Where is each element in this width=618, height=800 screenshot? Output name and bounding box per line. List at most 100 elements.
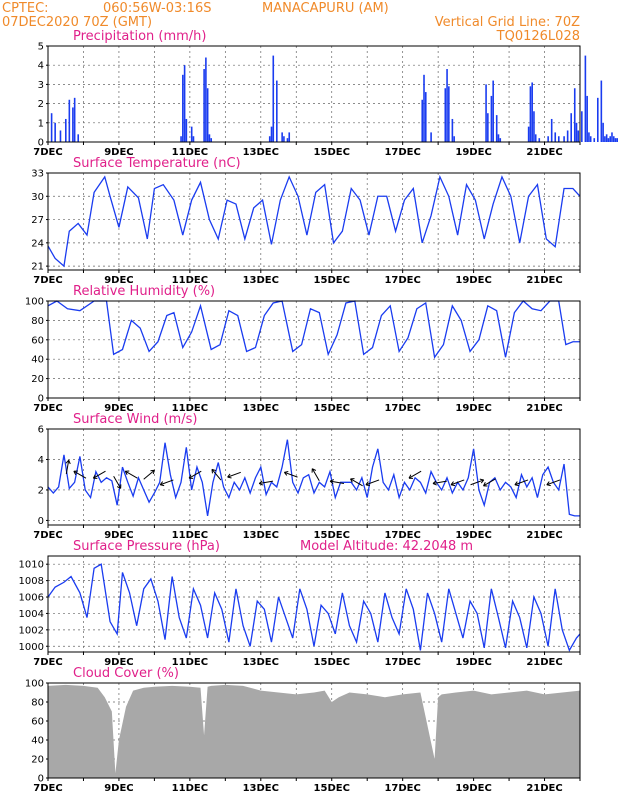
wind-arrow-shaft [211, 469, 222, 481]
temperature-line [47, 174, 581, 268]
wind-line [47, 439, 580, 517]
wind-arrow-shaft [65, 460, 70, 475]
wind-vector-arrow [483, 478, 496, 487]
wind-arrow-head [188, 474, 192, 479]
wind-arrow-head [312, 468, 317, 471]
precipitation-bar [446, 69, 448, 142]
wind-arrow-head [68, 460, 71, 465]
precipitation-bar [497, 134, 500, 142]
wind-arrow-shaft [73, 470, 87, 479]
precipitation-bar [444, 88, 447, 142]
wind-vector-arrow [311, 468, 320, 482]
wind-xtick-label: 11DEC [172, 530, 208, 541]
wind-arrow-shaft [113, 476, 122, 489]
pressure-line [47, 563, 581, 652]
cloud-cover-xtick-label: 15DEC [314, 783, 350, 794]
precipitation-bar [205, 57, 207, 142]
wind-arrow-head [259, 483, 264, 486]
precipitation-bar [421, 99, 424, 142]
precipitation-bar [596, 97, 599, 142]
wind-vector-arrow [408, 470, 422, 479]
precipitation-bar [547, 136, 549, 142]
pressure-xtick-label: 15DEC [314, 657, 350, 668]
precipitation-bar [527, 126, 530, 142]
precipitation-bar [206, 88, 209, 142]
header-coordinates: 060:56W-03:16S [103, 1, 211, 16]
precipitation-bar [288, 132, 291, 142]
pressure-ytick-label: 1006 [19, 593, 44, 604]
wind-xtick-label: 15DEC [314, 530, 350, 541]
temperature-ytick-label: 33 [31, 169, 44, 180]
cloud-cover-xtick-label: 11DEC [172, 783, 208, 794]
precipitation-bar [611, 132, 613, 142]
humidity-line [47, 300, 580, 359]
wind-vector-arrow [113, 476, 122, 489]
wind-arrow-head [116, 486, 121, 489]
precipitation-bar [286, 138, 289, 142]
humidity-xtick-label: 21DEC [526, 403, 562, 414]
wind-vector-arrow [211, 468, 222, 481]
temperature-xtick-label: 17DEC [384, 275, 420, 286]
cloud-cover-ytick-label: 20 [31, 755, 44, 766]
wind-arrow-head [283, 472, 288, 476]
precipitation-bar [64, 118, 67, 142]
wind-xtick-label: 17DEC [384, 530, 420, 541]
wind-arrow-shaft [93, 470, 106, 479]
wind-arrow-head [211, 469, 213, 474]
wind-arrow-head [514, 484, 519, 487]
wind-arrow-head [450, 481, 454, 486]
wind-arrow-shaft [160, 479, 174, 486]
precipitation-ytick-label: 0 [38, 138, 44, 149]
wind-arrow-head [159, 481, 164, 486]
temperature-ytick-label: 24 [31, 238, 44, 249]
humidity-xtick-label: 11DEC [172, 403, 208, 414]
precipitation-bar [593, 138, 596, 142]
cloud-cover-panel: 0 20 40 60 80 100 7DEC 9DEC 11DEC 13DEC 15DEC 17DEC… [25, 679, 581, 794]
humidity-ytick-label: 40 [31, 355, 44, 366]
wind-panel: 0 2 4 6 7DEC 9DEC 11DEC 13DEC 15DEC 17DEC 19DEC 21D… [33, 425, 581, 541]
precipitation-bar [423, 74, 425, 142]
precipitation-bar [602, 122, 604, 142]
pressure-ytick-label: 1000 [19, 642, 44, 653]
precipitation-xtick-label: 7DEC [33, 147, 62, 158]
precipitation-bar [550, 118, 553, 142]
wind-ytick-label: 6 [38, 425, 44, 436]
cloud-cover-xtick-label: 13DEC [243, 783, 279, 794]
wind-arrow-shaft [365, 479, 380, 486]
precipitation-bar [586, 95, 588, 142]
wind-ytick-label: 4 [38, 455, 44, 466]
precipitation-bar [210, 138, 213, 142]
precipitation-bar [614, 138, 617, 142]
wind-vector-arrow [258, 480, 274, 486]
precipitation-bar [50, 113, 53, 142]
wind-arrow-head [365, 484, 370, 487]
cloud-cover-ytick-label: 60 [31, 717, 44, 728]
humidity-xtick-label: 19DEC [455, 403, 491, 414]
wind-xtick-label: 13DEC [243, 530, 279, 541]
wind-vector-arrow [92, 470, 106, 479]
wind-arrow-head [483, 482, 486, 487]
wind-arrow-head [73, 470, 77, 475]
cloud-cover-title: Cloud Cover (%) [73, 666, 179, 681]
precipitation-bar [453, 136, 455, 142]
wind-vector-arrow [159, 479, 174, 487]
cloud-cover-ytick-label: 80 [31, 698, 44, 709]
humidity-xtick-label: 7DEC [33, 403, 62, 414]
precipitation-bar [492, 80, 494, 142]
precipitation-bar [605, 134, 608, 142]
precipitation-bar [485, 84, 487, 142]
temperature-panel: 21 24 27 30 33 7DEC 9DEC 11DEC 13DEC 15DEC 17DEC 19… [31, 169, 581, 286]
wind-arrow-shaft [350, 478, 363, 487]
humidity-ytick-label: 20 [31, 374, 44, 385]
humidity-ytick-label: 80 [31, 316, 44, 327]
precipitation-bar [554, 132, 557, 142]
wind-vector-arrow [124, 470, 138, 479]
wind-vector-arrow [188, 470, 202, 479]
wind-vector-arrow [143, 469, 155, 480]
wind-xtick-label: 21DEC [526, 530, 562, 541]
wind-vector-arrow [329, 479, 345, 485]
precipitation-ytick-label: 2 [38, 99, 44, 110]
cloud-cover-xtick-label: 9DEC [104, 783, 133, 794]
precipitation-bar [570, 113, 572, 142]
